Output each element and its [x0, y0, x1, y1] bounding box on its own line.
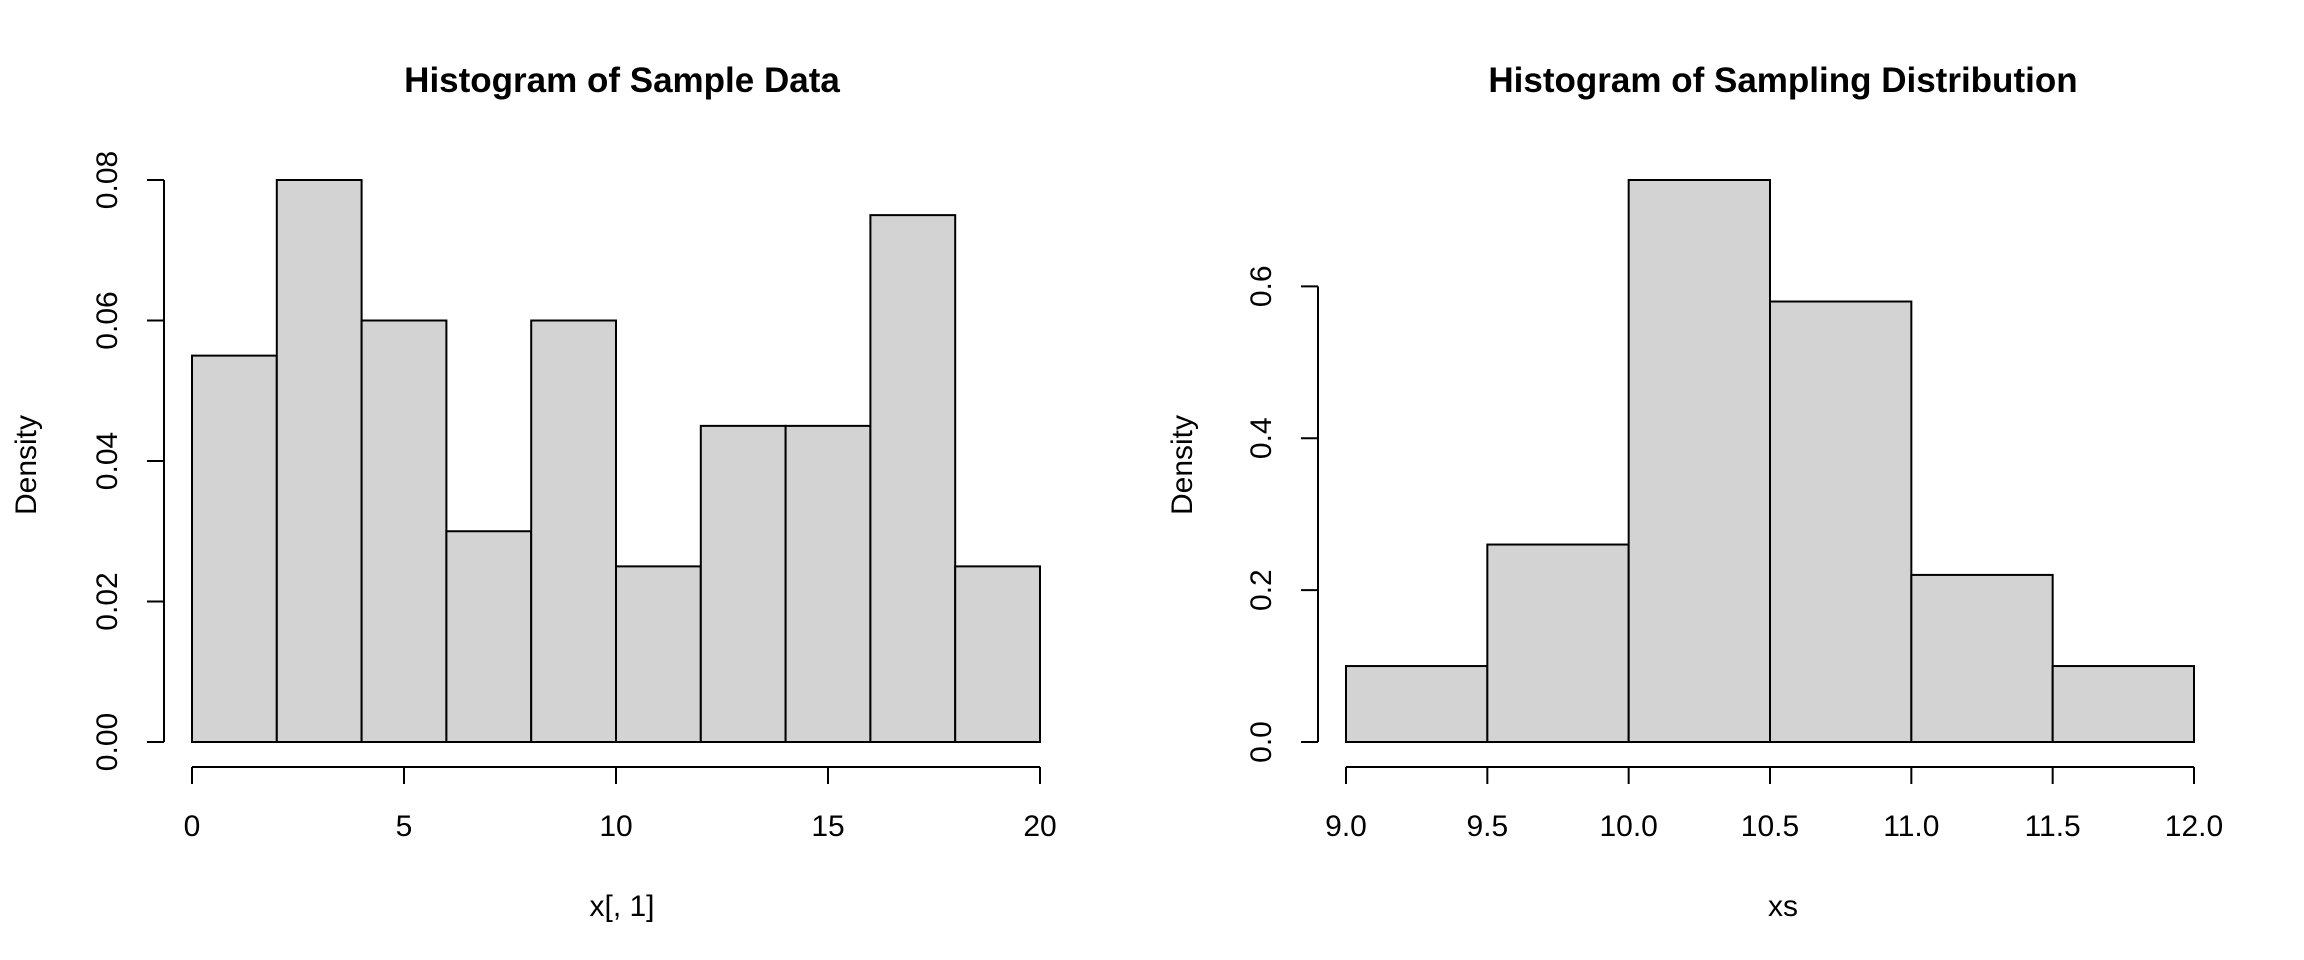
y-tick-label: 0.06	[91, 291, 124, 349]
x-tick-label: 10	[599, 810, 632, 843]
chart-title: Histogram of Sampling Distribution	[1488, 61, 2077, 100]
histogram-bar	[699, 424, 787, 743]
histogram-bar	[530, 319, 618, 743]
x-tick-label: 5	[396, 810, 413, 843]
histogram-bar	[1486, 543, 1630, 743]
x-tick-label: 10.0	[1599, 810, 1657, 843]
histogram-bar	[869, 214, 957, 743]
chart-title: Histogram of Sample Data	[404, 61, 840, 100]
histogram-bar	[445, 530, 533, 743]
histogram-bar	[2051, 665, 2196, 744]
histogram-bar	[954, 565, 1042, 743]
x-tick-label: 11.0	[1883, 810, 1939, 843]
histogram-bar	[784, 424, 872, 743]
x-tick-label: 11.5	[2025, 810, 2081, 843]
histogram-bar	[360, 319, 448, 743]
x-tick-label: 9.0	[1325, 810, 1367, 843]
y-axis: 0.00 0.02 0.04 0.06 0.08	[91, 151, 165, 771]
histogram-bar	[615, 565, 702, 743]
y-tick-label: 0.08	[91, 151, 124, 209]
x-axis: 0 5 10 15 20	[184, 766, 1057, 843]
y-tick-label: 0.02	[91, 572, 124, 630]
histogram-bar	[275, 179, 363, 743]
y-axis-label: Density	[10, 415, 43, 515]
y-axis-label: Density	[1166, 415, 1199, 515]
x-tick-label: 0	[184, 810, 201, 843]
x-axis: 9.0 9.5 10.0 10.5 11.0 11.5 12.0	[1325, 766, 2223, 843]
histogram-bar	[1910, 573, 2054, 744]
x-axis-label: xs	[1768, 890, 1798, 923]
histogram-bar	[1345, 665, 1489, 744]
y-axis: 0.0 0.2 0.4 0.6	[1245, 265, 1319, 763]
x-tick-label: 10.5	[1741, 810, 1799, 843]
y-tick-label: 0.2	[1245, 569, 1278, 611]
x-axis-label: x[, 1]	[589, 890, 654, 923]
y-tick-label: 0.00	[91, 713, 124, 771]
y-tick-label: 0.0	[1245, 721, 1278, 763]
panel-sampling-distribution: Histogram of Sampling Distribution 9.0 9.…	[1166, 61, 2223, 923]
bars	[191, 179, 1042, 743]
panel-sample-data: Histogram of Sample Data 0 5 10 15 20 0.000.…	[10, 61, 1057, 923]
histogram-bar	[1769, 300, 1913, 743]
x-tick-label: 9.5	[1466, 810, 1508, 843]
x-tick-label: 20	[1023, 810, 1056, 843]
bars	[1345, 179, 2196, 744]
y-tick-label: 0.6	[1245, 265, 1278, 307]
y-tick-label: 0.4	[1245, 417, 1278, 459]
y-tick-label: 0.04	[91, 432, 124, 490]
x-tick-label: 12.0	[2165, 810, 2223, 843]
histogram-bar	[1627, 179, 1771, 743]
x-tick-label: 15	[811, 810, 844, 843]
histogram-bar	[191, 354, 278, 743]
